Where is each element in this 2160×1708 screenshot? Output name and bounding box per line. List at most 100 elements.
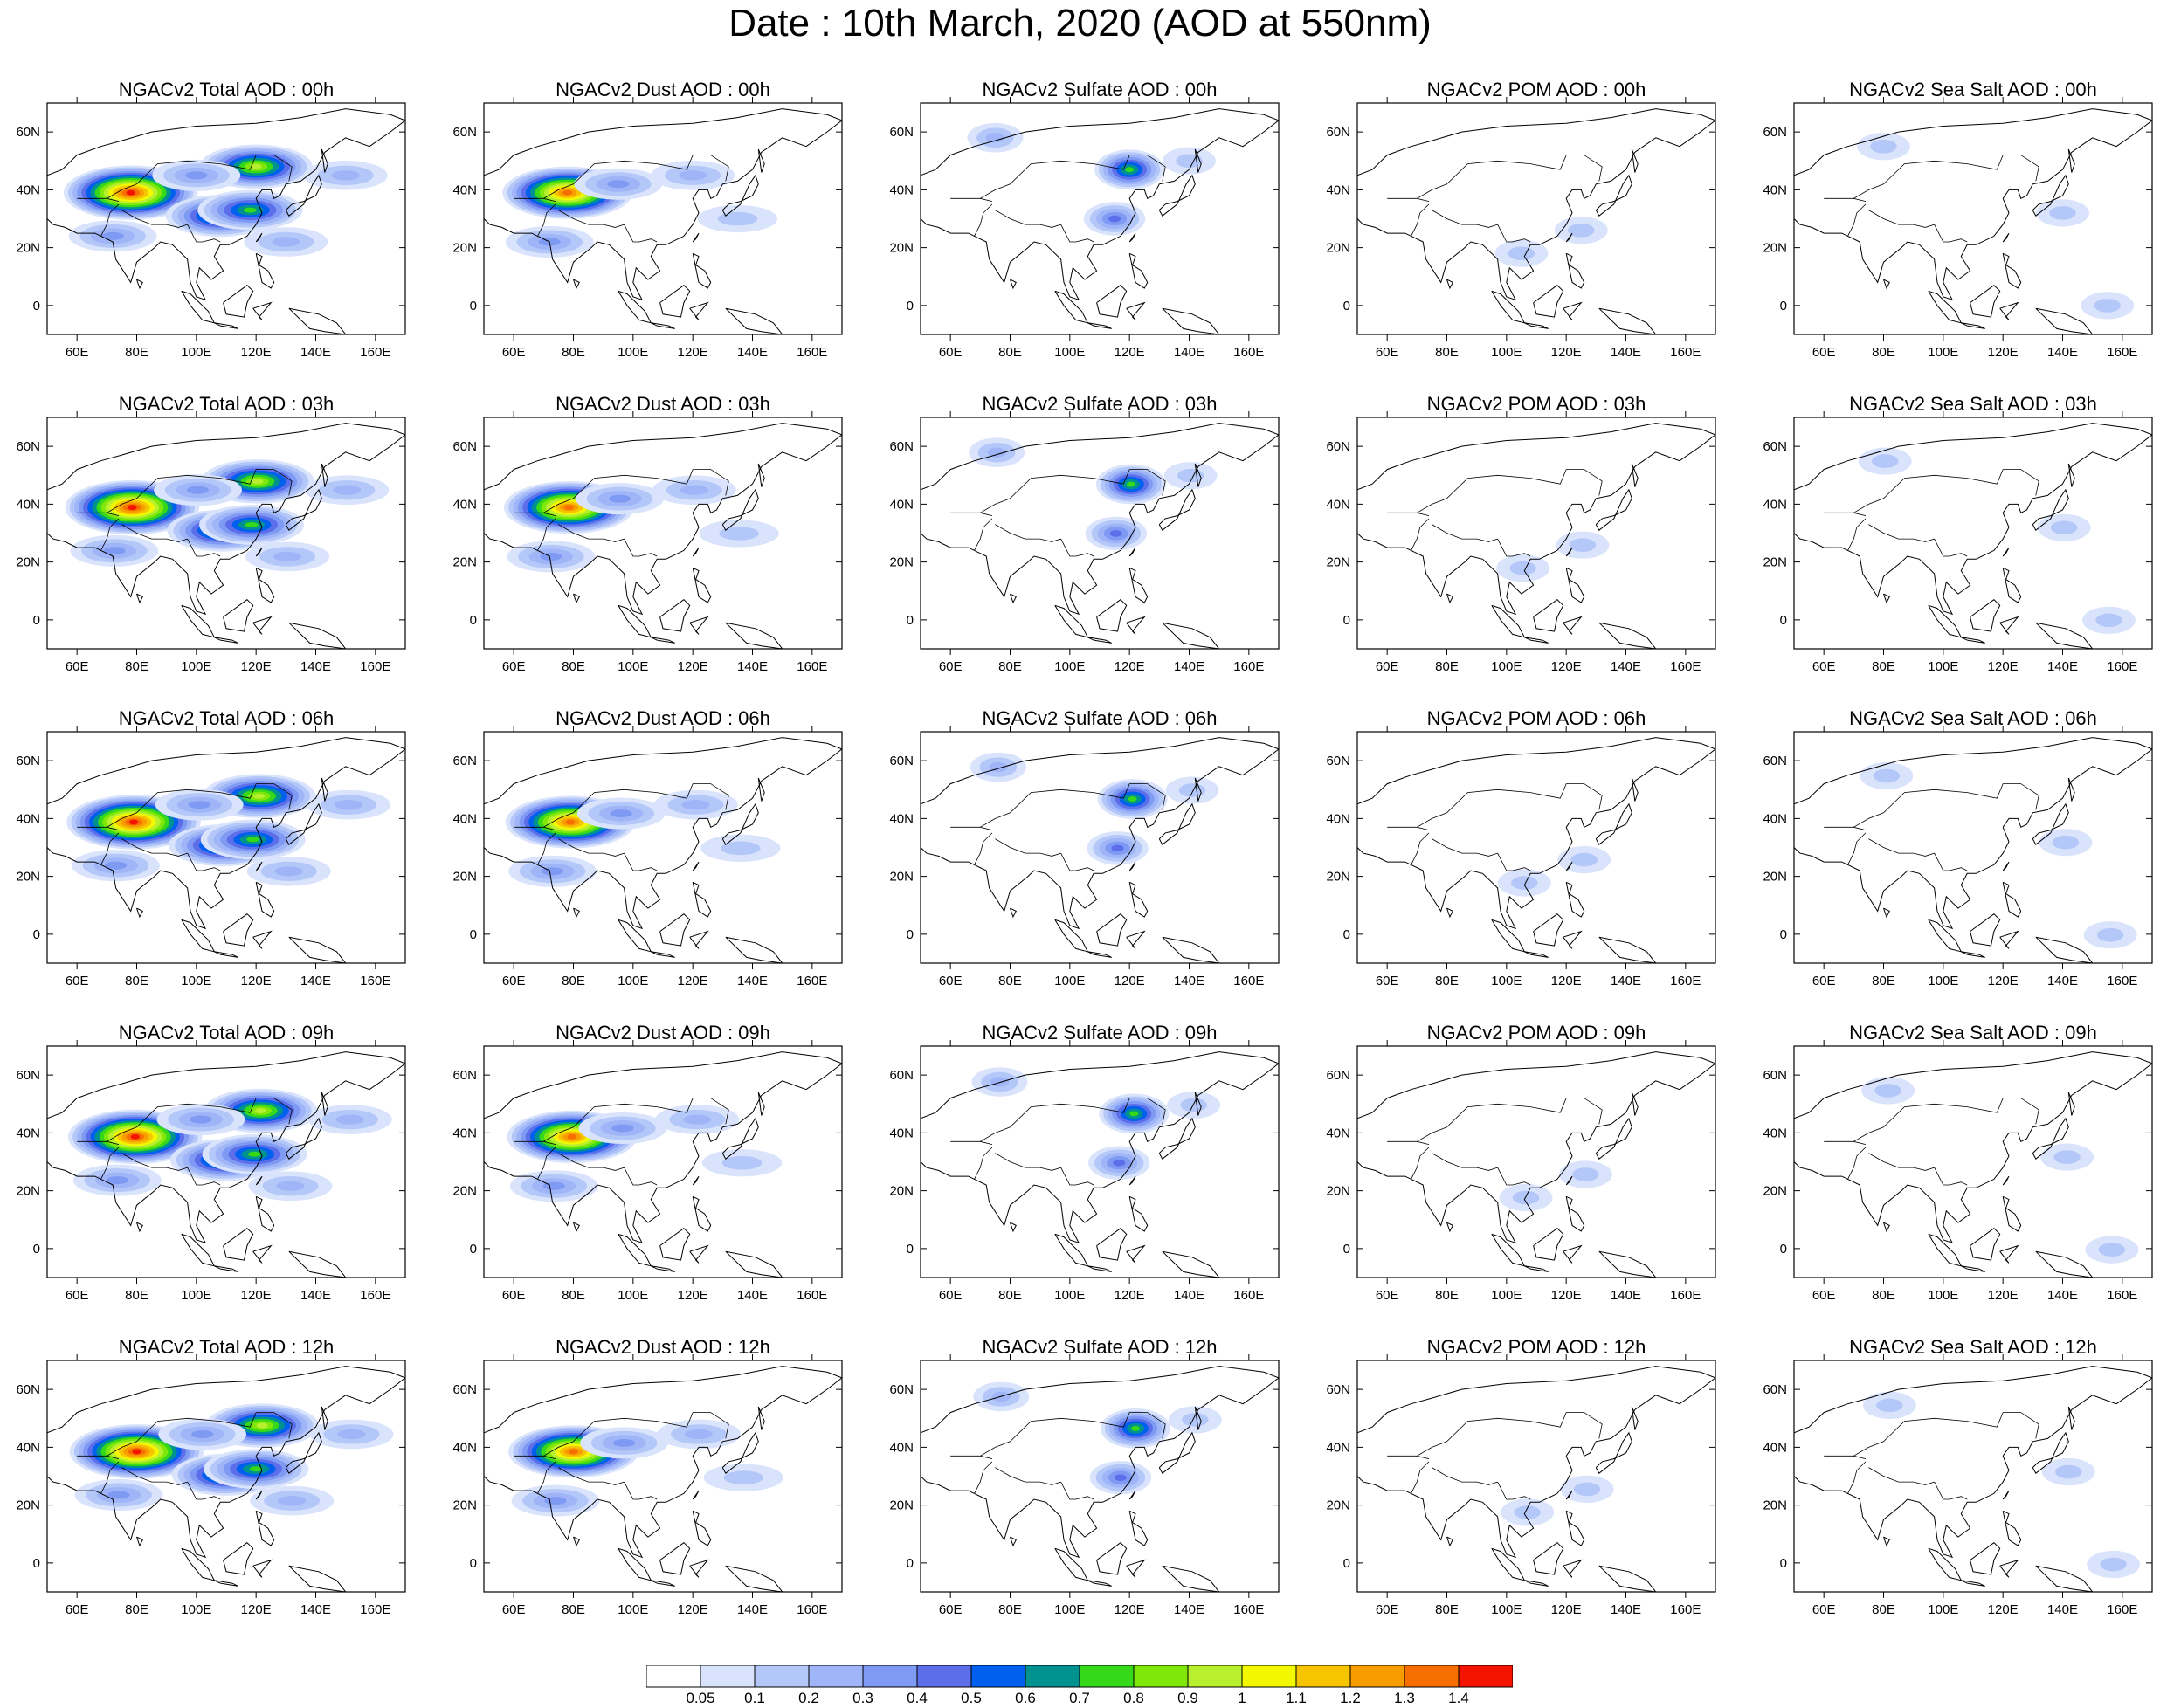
map-panel-pom-06h: NGACv2 POM AOD : 06h 60E 80E 100E 120E 140E 16…: [1326, 707, 1792, 995]
map-plot: 60E 80E 100E 120E 140E 160E 60N 40N 20N 0: [1763, 97, 2153, 360]
map-plot: 60E 80E 100E 120E 140E 160E 60N 40N 20N 0: [452, 1040, 843, 1303]
coastline-9: [573, 907, 580, 919]
y-tick-label: 40N: [452, 183, 477, 197]
coastline-6: [689, 930, 709, 949]
coastline-2: [1565, 547, 1573, 557]
coastline-7: [692, 1195, 712, 1232]
aod-contour-dust-0-13: [567, 1133, 577, 1140]
coastline-0: [484, 1051, 842, 1244]
x-tick-label: 80E: [125, 1602, 148, 1617]
coastline-0: [921, 423, 1279, 616]
map-panel-sulfate-06h: NGACv2 Sulfate AOD : 06h 60E 80E 100E 120E 14…: [889, 707, 1356, 995]
panel-title: NGACv2 Total AOD : 12h: [118, 1336, 335, 1358]
coastline-1: [285, 1431, 322, 1474]
coastline-10: [757, 463, 765, 487]
coastline-0: [921, 108, 1279, 301]
aod-contour-total-5-3: [107, 1491, 130, 1499]
x-tick-label: 120E: [1988, 1602, 2019, 1617]
coastline-10: [757, 1092, 765, 1116]
map-plot: 60E 80E 100E 120E 140E 160E 60N 40N 20N 0: [1763, 1354, 2153, 1617]
map-background: [1794, 1046, 2152, 1278]
aod-contour-sea-salt-2-1: [1870, 139, 1897, 154]
panel-title: NGACv2 Total AOD : 03h: [118, 393, 335, 415]
y-tick-label: 60N: [889, 1068, 914, 1083]
aod-contour-sulfate-0-7: [1126, 481, 1135, 487]
country-border-4: [1411, 1147, 1430, 1180]
aod-contour-dust-0-13: [564, 505, 574, 511]
map-frame: [1356, 731, 1716, 964]
map-frame: [46, 102, 406, 335]
country-border-0: [107, 469, 293, 513]
coastline-2: [692, 547, 700, 557]
country-border-1: [121, 1153, 188, 1171]
coastline-4: [1961, 1580, 1985, 1587]
map-plot: 60E 80E 100E 120E 140E 160E 60N 40N 20N 0: [16, 411, 406, 674]
coastline-2: [1128, 232, 1136, 243]
coastline-4: [1961, 637, 1985, 644]
coastline-6: [1126, 301, 1146, 320]
y-tick-label: 20N: [1326, 1184, 1350, 1199]
y-tick-label: 40N: [1326, 497, 1350, 512]
map-panel-sulfate-00h: NGACv2 Sulfate AOD : 00h 60E 80E 100E 120E 14…: [889, 79, 1356, 367]
x-tick-label: 60E: [502, 1602, 526, 1617]
y-tick-label: 0: [33, 299, 40, 313]
aod-contour-total-1-9: [250, 163, 262, 169]
country-border-3: [77, 826, 120, 830]
panel-title: NGACv2 Sea Salt AOD : 09h: [1849, 1022, 2097, 1043]
country-border-3: [1824, 1140, 1867, 1145]
coastline-9: [1010, 279, 1017, 290]
x-tick-label: 100E: [618, 974, 648, 988]
country-border-4: [537, 1147, 556, 1180]
y-tick-label: 0: [1780, 299, 1787, 313]
colorbar-label: 1.3: [1394, 1690, 1415, 1705]
country-border-0: [1853, 783, 2039, 828]
x-tick-label: 100E: [1054, 345, 1085, 360]
coastline-5: [1096, 285, 1128, 318]
coastline-6: [689, 301, 709, 320]
coastline-7: [1128, 567, 1149, 603]
colorbar-box: [862, 1665, 918, 1688]
aod-contour-total-6-2: [274, 866, 303, 877]
x-tick-label: 60E: [66, 1602, 89, 1617]
map-panel-total-09h: NGACv2 Total AOD : 09h 60E 80E 100E 120E 140E…: [16, 1022, 482, 1310]
coastline-5: [1096, 599, 1128, 632]
country-border-1: [1868, 838, 1935, 857]
y-tick-label: 0: [1343, 927, 1350, 942]
y-tick-label: 60N: [16, 1068, 40, 1083]
aod-contour-total-7-2: [337, 1429, 366, 1440]
coastline-7: [1128, 881, 1149, 918]
coastline-8: [1162, 1565, 1220, 1592]
map-frame: [1793, 731, 2153, 964]
country-border-1: [121, 1467, 188, 1485]
x-tick-label: 80E: [125, 974, 148, 988]
y-tick-label: 60N: [889, 1382, 914, 1397]
coastline-9: [573, 593, 580, 604]
coastline-10: [1631, 1406, 1639, 1430]
panel-title: NGACv2 POM AOD : 09h: [1426, 1022, 1646, 1043]
x-tick-label: 100E: [1928, 659, 1958, 674]
y-tick-label: 20N: [1326, 555, 1350, 570]
coastline-0: [1357, 108, 1715, 301]
coastline-1: [1595, 174, 1632, 217]
y-tick-label: 20N: [452, 555, 477, 570]
y-tick-label: 20N: [889, 241, 914, 256]
coastline-2: [255, 232, 263, 243]
coastline-9: [573, 1536, 580, 1547]
y-tick-label: 0: [470, 1242, 477, 1257]
map-plot: 60E 80E 100E 120E 140E 160E 60N 40N 20N 0: [16, 1354, 406, 1617]
coastline-9: [1010, 1536, 1017, 1547]
aod-contour-dust-1-3: [608, 494, 631, 503]
aod-contour-sulfate-3-1: [1182, 1413, 1209, 1427]
colorbar-label: 1.4: [1448, 1690, 1469, 1705]
coastline-6: [1999, 930, 2019, 949]
country-border-4: [537, 832, 556, 865]
coastline-0: [484, 108, 842, 301]
country-border-0: [980, 1412, 1166, 1457]
country-border-1: [995, 1467, 1061, 1485]
y-tick-label: 60N: [16, 754, 40, 768]
y-tick-label: 0: [1780, 1242, 1787, 1257]
y-tick-label: 60N: [16, 1382, 40, 1397]
country-border-0: [1417, 155, 1603, 199]
map-frame: [46, 417, 406, 650]
coastline-6: [1126, 1244, 1146, 1264]
